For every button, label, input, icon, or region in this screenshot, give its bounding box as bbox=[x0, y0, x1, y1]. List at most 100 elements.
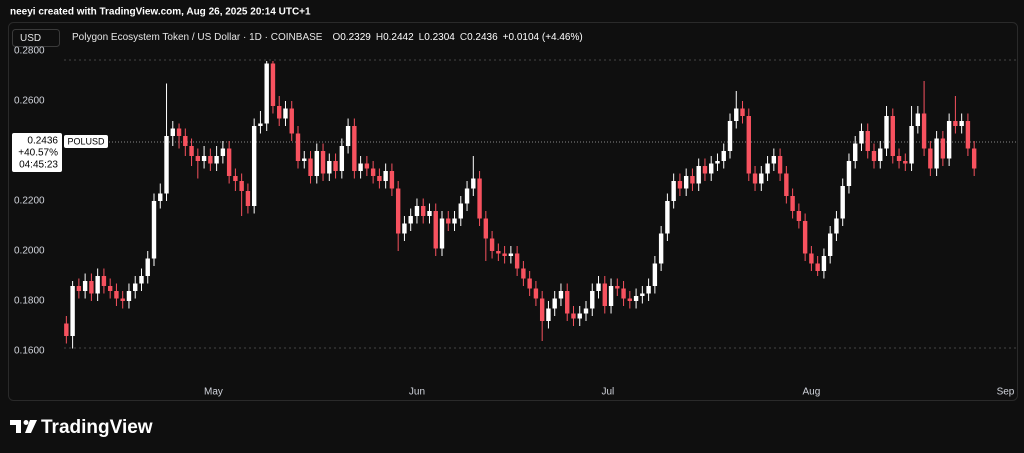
candle-body bbox=[546, 308, 551, 321]
candle-body bbox=[671, 181, 676, 201]
x-tick-label: Sep bbox=[997, 387, 1015, 398]
candle-body bbox=[383, 171, 388, 181]
legend-value: 0.2436 bbox=[467, 32, 498, 43]
candle-body bbox=[677, 181, 683, 189]
candle-body bbox=[308, 158, 313, 176]
x-tick-label: Jun bbox=[409, 387, 425, 398]
legend-value: 0.2442 bbox=[383, 32, 414, 43]
candle-body bbox=[853, 143, 858, 161]
candle-body bbox=[283, 108, 288, 119]
candle-body bbox=[345, 126, 351, 146]
candle-body bbox=[527, 278, 532, 289]
candle-body bbox=[395, 188, 401, 234]
candle-body bbox=[133, 283, 138, 291]
symbol: POLUSD bbox=[67, 136, 105, 146]
candle-body bbox=[565, 291, 570, 314]
candle-body bbox=[427, 211, 432, 216]
candle-body bbox=[834, 218, 839, 234]
candle-body bbox=[201, 156, 207, 161]
symbol-tag bbox=[64, 135, 108, 148]
candle-body bbox=[683, 176, 689, 189]
candle-body bbox=[370, 168, 376, 176]
candle-body bbox=[258, 123, 263, 126]
candle-body bbox=[139, 276, 144, 284]
candle-body bbox=[790, 196, 795, 211]
candle-body bbox=[721, 151, 726, 161]
logo-dot bbox=[23, 420, 29, 425]
candle-body bbox=[571, 313, 576, 319]
legend-value: 0.2304 bbox=[424, 32, 455, 43]
candle-body bbox=[734, 108, 739, 121]
candle-body bbox=[928, 148, 933, 169]
y-tick-label: 0.2600 bbox=[14, 96, 45, 107]
candle-body bbox=[483, 218, 489, 239]
candle-body bbox=[827, 233, 833, 256]
candle-body bbox=[508, 253, 514, 256]
candle-body bbox=[458, 203, 463, 219]
candle-body bbox=[183, 136, 188, 146]
candle-body bbox=[627, 298, 633, 301]
candle-body bbox=[696, 166, 701, 184]
candle-body bbox=[377, 176, 382, 181]
candle-body bbox=[802, 221, 808, 254]
candle-body bbox=[608, 286, 614, 306]
candle-body bbox=[890, 116, 895, 156]
candle-body bbox=[489, 238, 495, 251]
candle-body bbox=[577, 313, 582, 319]
candle-body bbox=[327, 161, 332, 174]
price-label-box bbox=[12, 133, 62, 172]
candle-body bbox=[295, 133, 301, 161]
candle-body bbox=[239, 181, 244, 191]
candle-body bbox=[270, 63, 276, 106]
legend-key: C bbox=[460, 32, 467, 43]
candle-body bbox=[220, 148, 226, 156]
candle-body bbox=[640, 293, 645, 296]
candle-body bbox=[765, 163, 770, 174]
candle-body bbox=[940, 138, 946, 159]
candle-body bbox=[158, 193, 163, 201]
candle-body bbox=[289, 108, 294, 134]
currency[interactable]: USD bbox=[20, 33, 41, 44]
candle-body bbox=[76, 286, 82, 291]
candle-body bbox=[596, 283, 601, 291]
candle-body bbox=[408, 216, 413, 224]
legend-key: L bbox=[419, 32, 425, 43]
logo-mark bbox=[10, 420, 21, 433]
candle-body bbox=[709, 163, 714, 174]
candle-body bbox=[101, 276, 107, 286]
candle-body bbox=[965, 121, 971, 149]
y-tick-label: 0.2800 bbox=[14, 46, 45, 57]
candle-body bbox=[727, 121, 733, 151]
candle-body bbox=[151, 201, 157, 259]
candle-body bbox=[771, 156, 777, 164]
candle-body bbox=[176, 128, 182, 136]
candle-body bbox=[865, 131, 870, 151]
candle-body bbox=[846, 161, 852, 186]
legend-title: Polygon Ecosystem Token / US Dollar · 1D… bbox=[72, 32, 323, 43]
candle-body bbox=[214, 156, 219, 164]
candle-body bbox=[364, 163, 370, 169]
candle-body bbox=[95, 276, 100, 294]
candle-body bbox=[446, 218, 451, 224]
candle-body bbox=[590, 291, 595, 309]
candle-body bbox=[189, 146, 194, 156]
candle-body bbox=[452, 218, 457, 224]
candle-body bbox=[264, 63, 269, 124]
candle-body bbox=[633, 296, 639, 301]
candle-body bbox=[859, 131, 864, 144]
candle-body bbox=[896, 156, 902, 161]
currency-box[interactable] bbox=[12, 29, 60, 47]
candle-body bbox=[615, 286, 620, 289]
y-tick-label: 0.2000 bbox=[14, 246, 45, 257]
candle-body bbox=[352, 126, 357, 171]
candle-body bbox=[302, 158, 307, 161]
legend-key: H bbox=[376, 32, 383, 43]
x-tick-label: Aug bbox=[802, 387, 820, 398]
candle-body bbox=[621, 288, 626, 299]
candle-body bbox=[652, 263, 658, 286]
candle-body bbox=[552, 298, 557, 309]
brand-logo: TradingView bbox=[10, 417, 153, 438]
candle-body bbox=[82, 281, 88, 291]
chart-panel bbox=[8, 22, 1018, 401]
